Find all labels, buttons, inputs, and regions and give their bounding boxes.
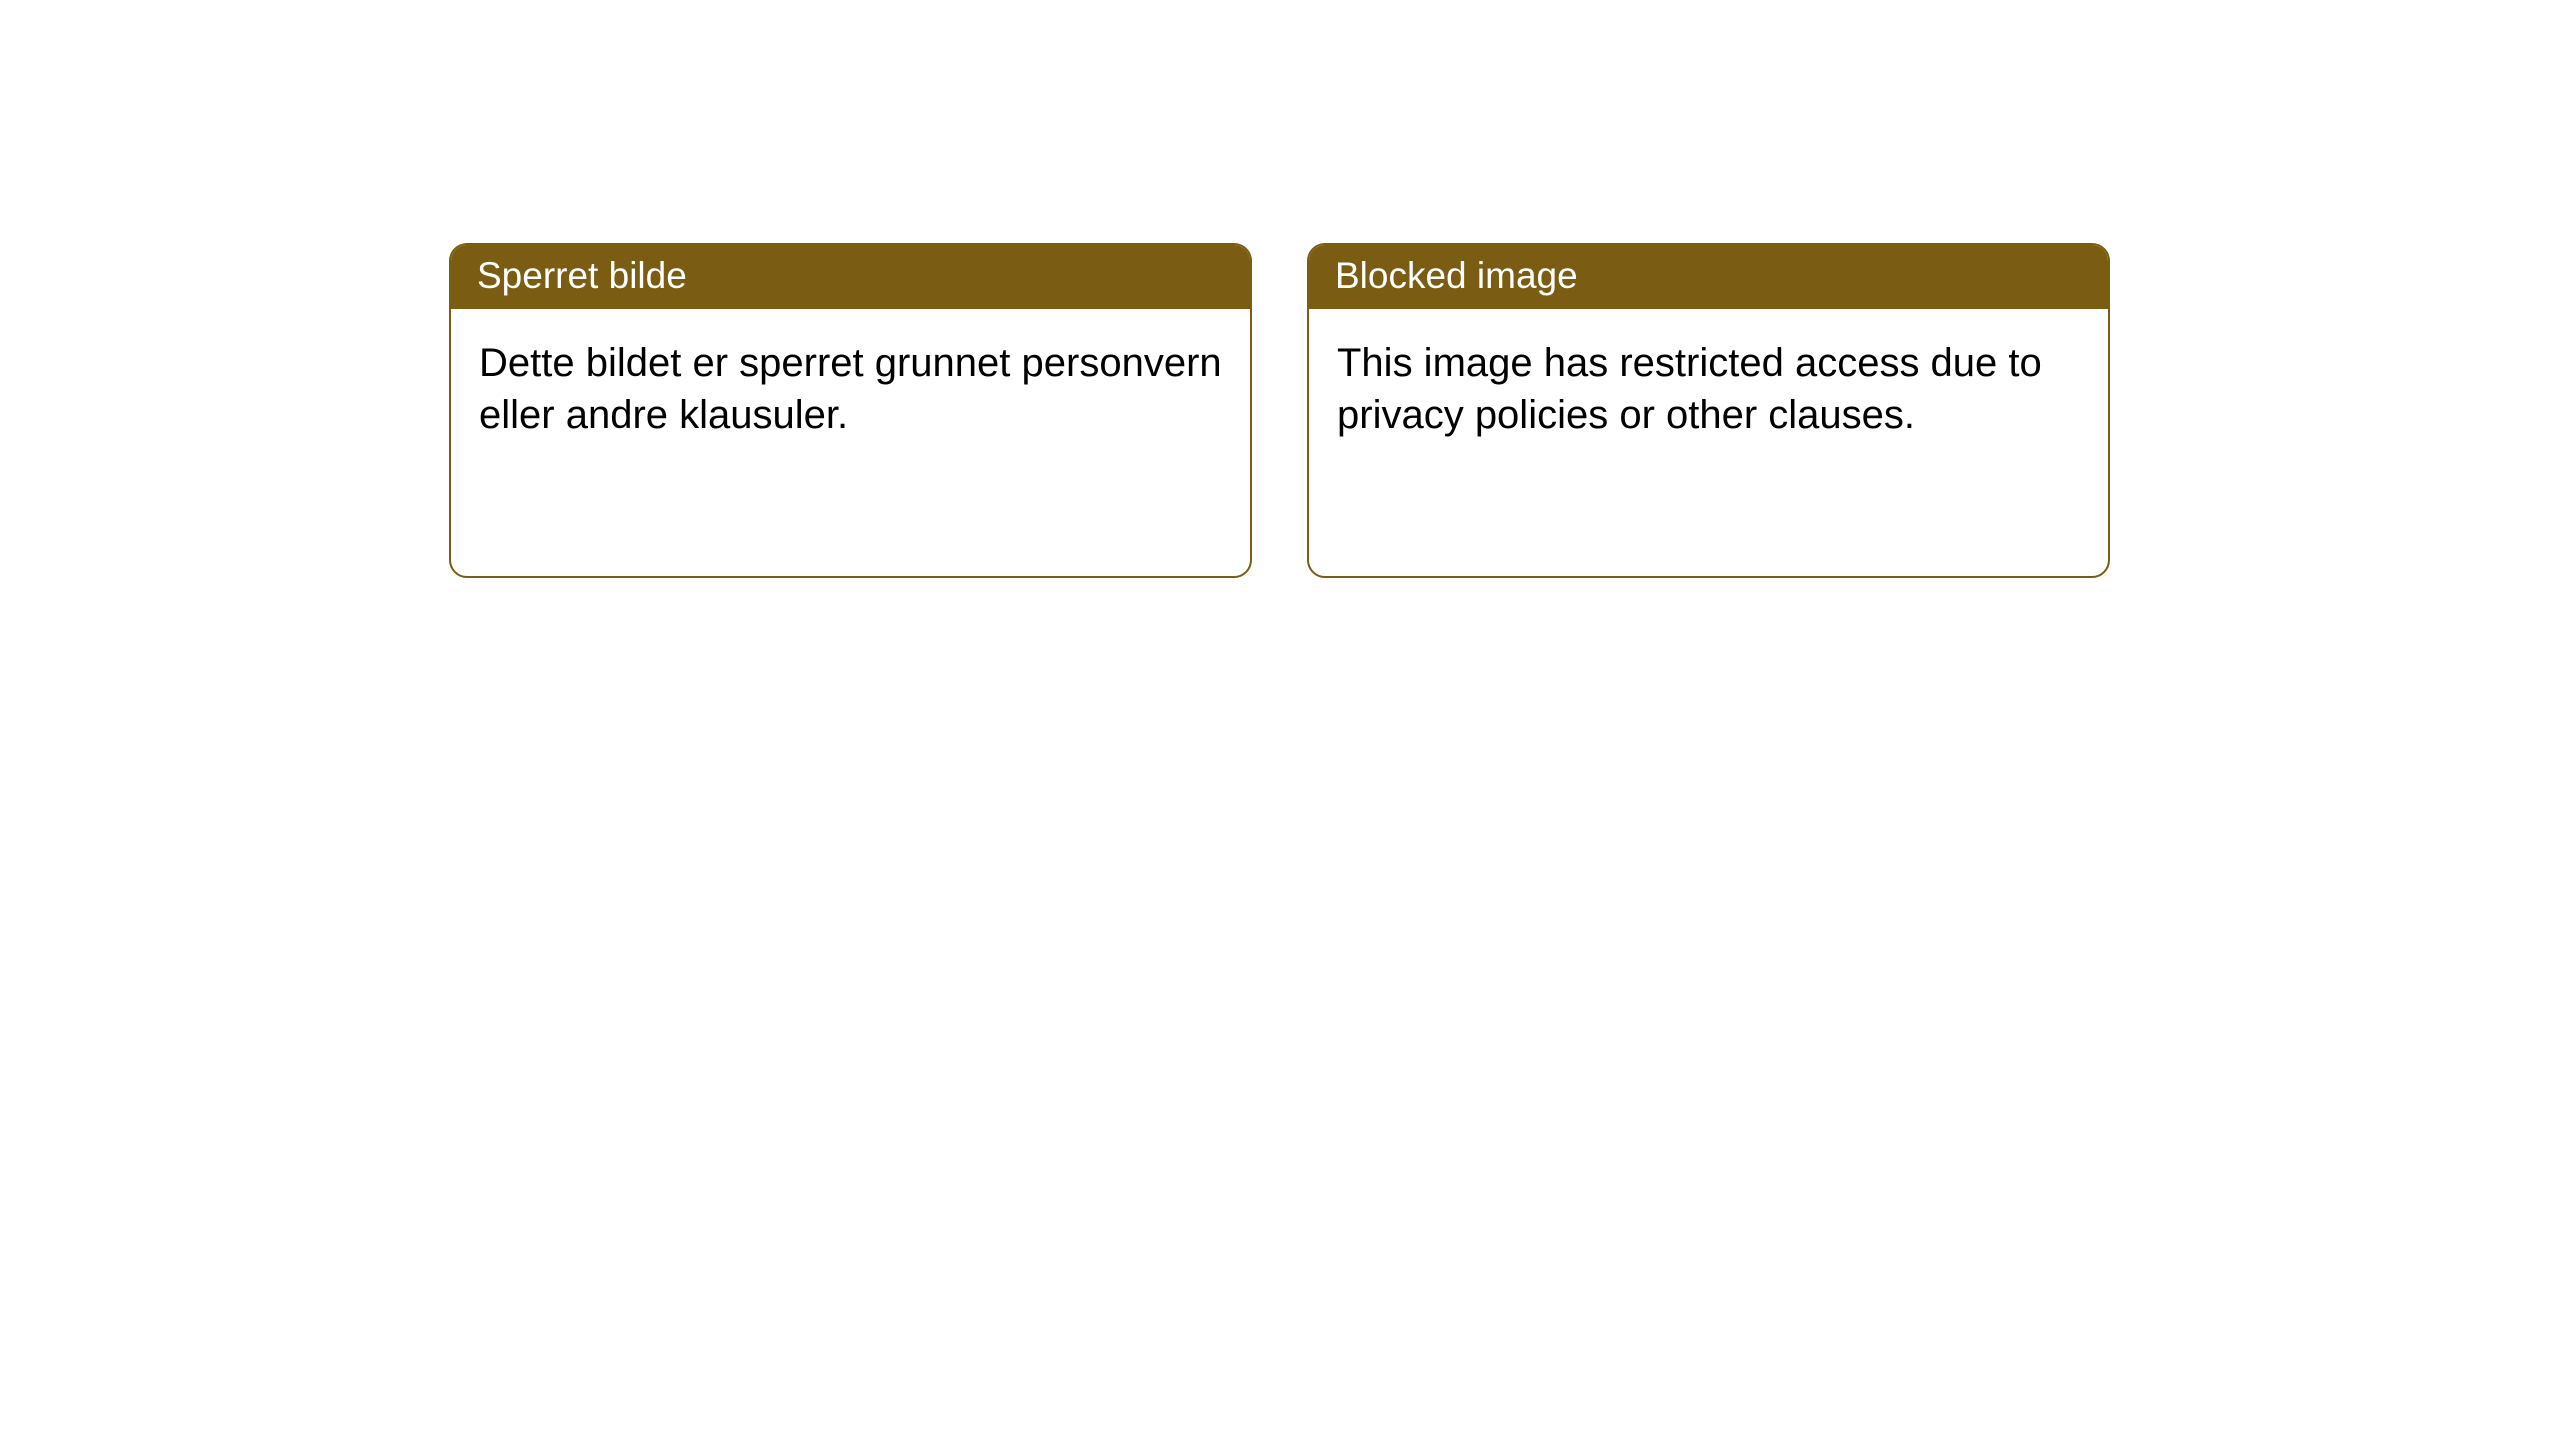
card-header-english: Blocked image [1309,245,2108,309]
card-header-norwegian: Sperret bilde [451,245,1250,309]
notice-card-norwegian: Sperret bilde Dette bildet er sperret gr… [449,243,1252,578]
notice-card-english: Blocked image This image has restricted … [1307,243,2110,578]
notice-container: Sperret bilde Dette bildet er sperret gr… [449,243,2110,578]
card-body-norwegian: Dette bildet er sperret grunnet personve… [451,309,1250,469]
card-body-english: This image has restricted access due to … [1309,309,2108,469]
